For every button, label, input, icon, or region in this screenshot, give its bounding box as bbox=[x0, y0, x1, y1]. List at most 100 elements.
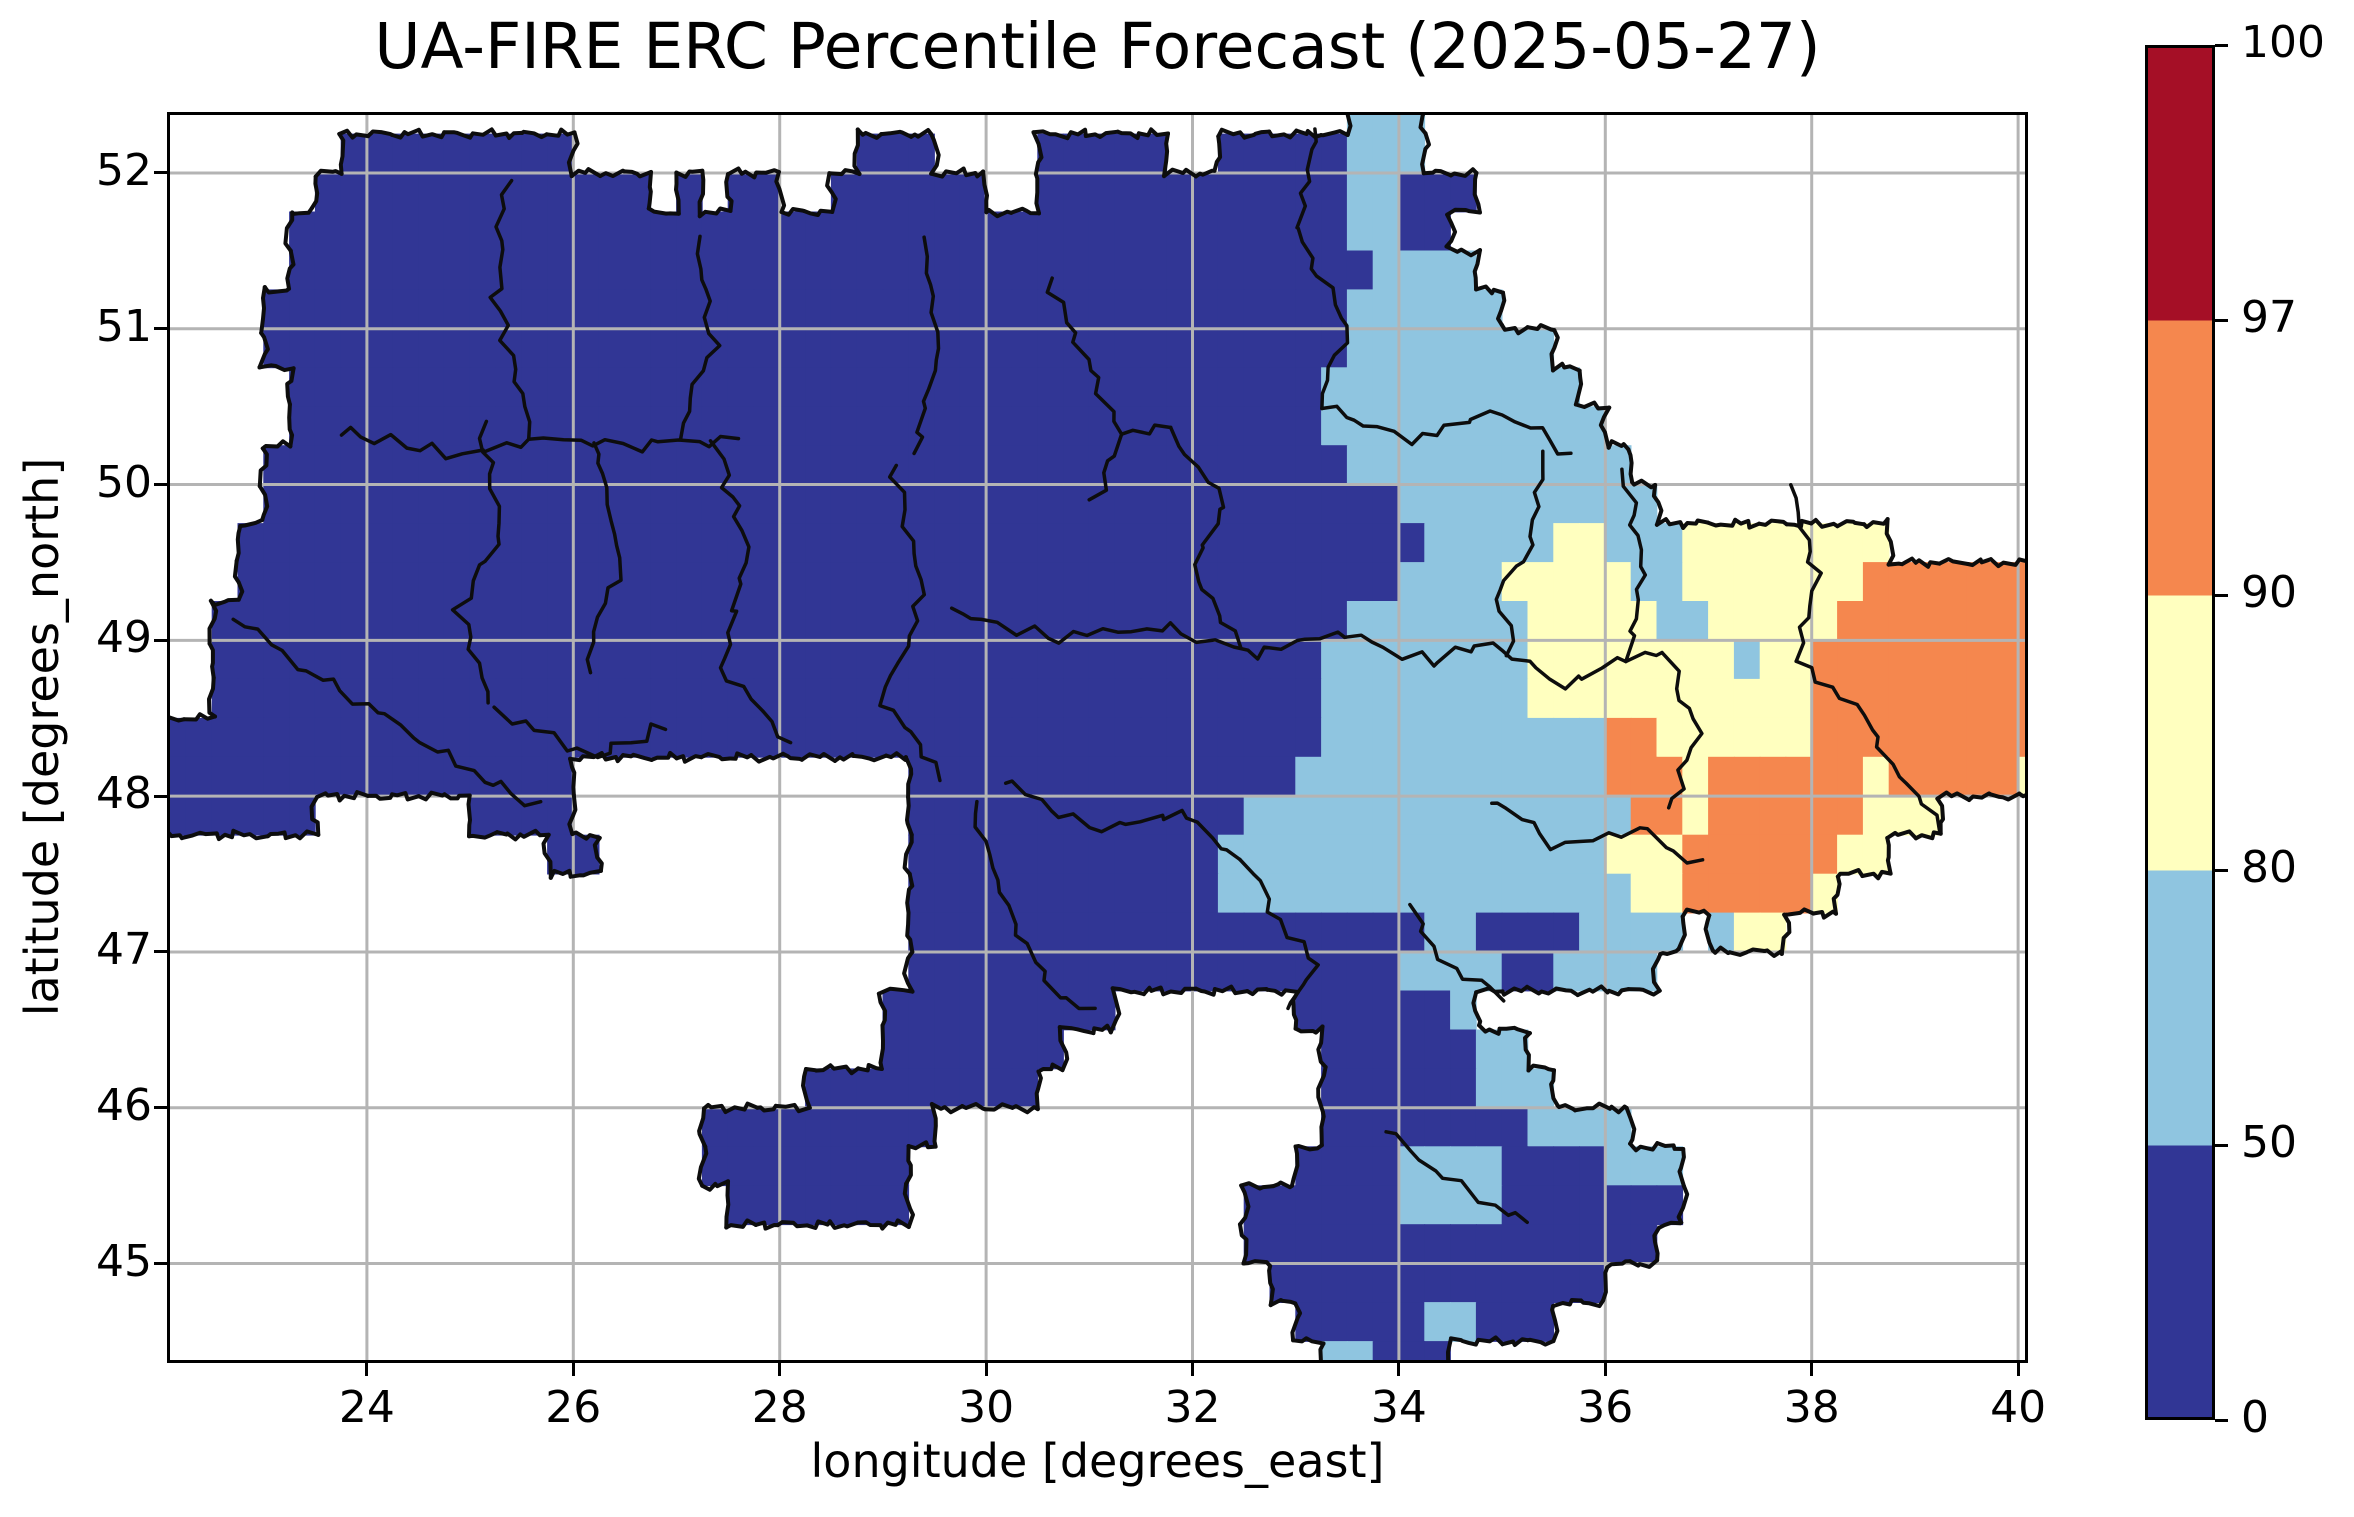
map-cell bbox=[521, 367, 548, 408]
map-cell bbox=[1424, 250, 1451, 291]
map-cell bbox=[1888, 640, 1916, 680]
national-border-segment bbox=[1034, 1069, 1043, 1112]
map-cell bbox=[676, 523, 703, 563]
map-cell bbox=[170, 795, 187, 836]
national-border-segment bbox=[1418, 115, 1428, 136]
national-border-segment bbox=[568, 868, 603, 879]
national-border-segment bbox=[1886, 556, 1918, 567]
map-cell bbox=[1037, 756, 1064, 797]
oblast-boundary bbox=[708, 439, 793, 745]
map-cell bbox=[959, 1068, 987, 1109]
map-cell bbox=[1295, 990, 1322, 1031]
map-cell bbox=[572, 289, 600, 330]
map-cell bbox=[1114, 562, 1142, 602]
map-cell bbox=[1217, 601, 1245, 641]
map-cell bbox=[1475, 523, 1503, 563]
oblast-boundary bbox=[1384, 1130, 1529, 1225]
map-cell bbox=[908, 640, 935, 680]
map-cell bbox=[1372, 834, 1400, 875]
map-cell bbox=[443, 678, 471, 719]
national-border-segment bbox=[904, 1144, 913, 1186]
national-border-segment bbox=[1141, 985, 1166, 997]
map-cell bbox=[1166, 328, 1193, 369]
map-cell bbox=[366, 484, 394, 524]
national-border-segment bbox=[876, 991, 888, 1028]
colorbar-segment bbox=[2145, 45, 2215, 321]
national-border-segment bbox=[416, 127, 447, 140]
national-border-segment bbox=[1626, 987, 1662, 997]
map-cell bbox=[1579, 1263, 1606, 1303]
map-cell bbox=[1372, 990, 1400, 1031]
map-cell bbox=[1372, 1185, 1400, 1226]
map-cell bbox=[624, 601, 652, 641]
map-cell bbox=[985, 1068, 1013, 1109]
map-cell bbox=[1269, 328, 1297, 369]
map-cell bbox=[1269, 211, 1297, 252]
national-border-segment bbox=[265, 830, 288, 841]
map-cell bbox=[2017, 640, 2025, 680]
map-cell bbox=[1398, 250, 1426, 291]
oblast-boundary bbox=[1119, 423, 1173, 436]
national-border-segment bbox=[1884, 517, 1896, 567]
x-tick-mark bbox=[571, 1362, 575, 1376]
map-cell bbox=[1166, 717, 1193, 758]
map-cell bbox=[1192, 756, 1219, 797]
map-cell bbox=[289, 756, 316, 797]
national-border-segment bbox=[879, 129, 914, 139]
map-cell bbox=[1759, 795, 1787, 836]
map-cell bbox=[1372, 250, 1400, 291]
map-cell bbox=[856, 1185, 884, 1226]
map-cell bbox=[701, 523, 729, 563]
map-cell bbox=[1011, 367, 1039, 408]
map-cell bbox=[392, 172, 419, 213]
map-cell bbox=[289, 289, 316, 330]
map-cell bbox=[289, 562, 316, 602]
y-tick-mark bbox=[154, 950, 168, 954]
map-cell bbox=[1192, 601, 1219, 641]
map-cell bbox=[1501, 328, 1529, 369]
national-border-segment bbox=[337, 132, 346, 176]
map-cell bbox=[1733, 912, 1761, 953]
map-cell bbox=[805, 1068, 832, 1109]
national-border-segment bbox=[1626, 447, 1635, 485]
map-cell bbox=[676, 484, 703, 524]
map-cell bbox=[959, 328, 987, 369]
map-cell bbox=[1295, 1146, 1322, 1187]
map-cell bbox=[1346, 289, 1374, 330]
national-border-segment bbox=[1598, 405, 1612, 450]
map-cell bbox=[1217, 172, 1245, 213]
map-cell bbox=[1527, 1302, 1555, 1342]
map-cell bbox=[314, 172, 342, 213]
map-cell bbox=[340, 562, 368, 602]
map-cell bbox=[1630, 756, 1658, 797]
map-cell bbox=[1733, 873, 1761, 914]
map-cell bbox=[727, 484, 755, 524]
map-cell bbox=[1501, 484, 1529, 524]
map-cell bbox=[1166, 523, 1193, 563]
map-cell bbox=[1037, 406, 1064, 447]
map-cell bbox=[1708, 523, 1735, 563]
map-cell bbox=[1914, 756, 1942, 797]
map-cell bbox=[805, 523, 832, 563]
map-cell bbox=[1114, 640, 1142, 680]
map-cell bbox=[1553, 795, 1580, 836]
map-cell bbox=[1269, 133, 1297, 174]
map-cell bbox=[572, 172, 600, 213]
map-cell bbox=[1475, 1224, 1503, 1264]
national-border-segment bbox=[257, 363, 296, 373]
map-cell bbox=[1372, 795, 1400, 836]
map-cell bbox=[1656, 1146, 1684, 1187]
map-cell bbox=[1063, 445, 1090, 485]
map-cell bbox=[340, 717, 368, 758]
map-cell bbox=[1192, 951, 1219, 992]
map-cell bbox=[1243, 523, 1271, 563]
national-border-segment bbox=[1010, 1104, 1040, 1115]
oblast-boundary bbox=[585, 441, 623, 675]
map-cell bbox=[1063, 834, 1090, 875]
map-cell bbox=[1114, 756, 1142, 797]
national-border-segment bbox=[1065, 127, 1088, 141]
national-border-segment bbox=[283, 829, 321, 841]
map-cell bbox=[650, 523, 677, 563]
national-border-segment bbox=[1316, 1024, 1328, 1070]
national-border-segment bbox=[214, 828, 236, 842]
